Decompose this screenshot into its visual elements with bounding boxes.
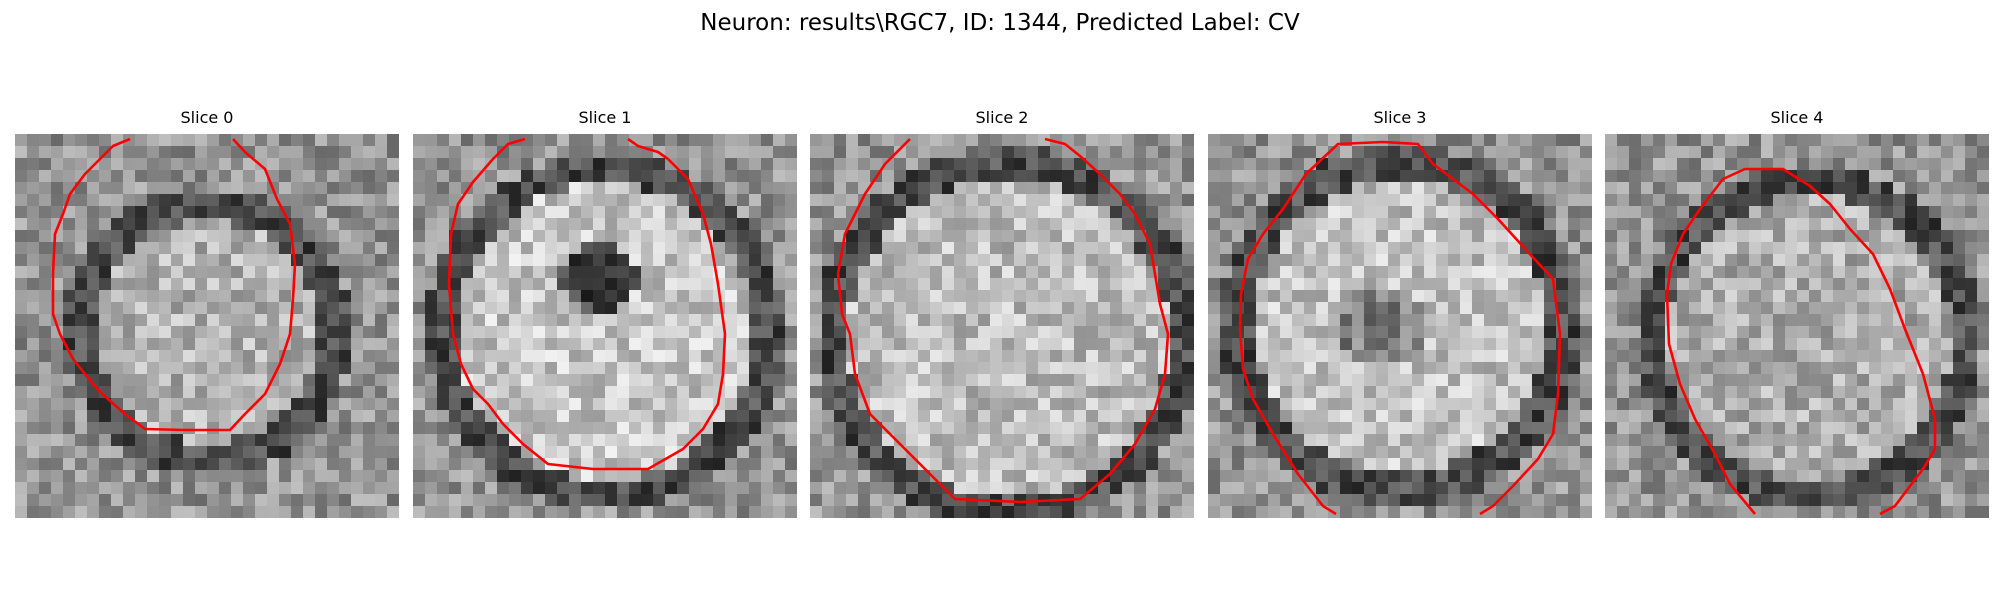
slice-image-0 — [15, 134, 399, 518]
slice-title-3: Slice 3 — [1208, 108, 1592, 130]
slice-panel-2: Slice 2 — [810, 108, 1194, 518]
figure-title: Neuron: results\RGC7, ID: 1344, Predicte… — [0, 8, 2000, 38]
slice-title-2: Slice 2 — [810, 108, 1194, 130]
slice-title-1: Slice 1 — [413, 108, 797, 130]
slice-panel-1: Slice 1 — [413, 108, 797, 518]
slice-title-0: Slice 0 — [15, 108, 399, 130]
slice-image-2 — [810, 134, 1194, 518]
slice-panel-3: Slice 3 — [1208, 108, 1592, 518]
slice-image-3 — [1208, 134, 1592, 518]
slice-image-1 — [413, 134, 797, 518]
slice-image-4 — [1605, 134, 1989, 518]
slice-title-4: Slice 4 — [1605, 108, 1989, 130]
slice-panel-4: Slice 4 — [1605, 108, 1989, 518]
slice-panel-0: Slice 0 — [15, 108, 399, 518]
